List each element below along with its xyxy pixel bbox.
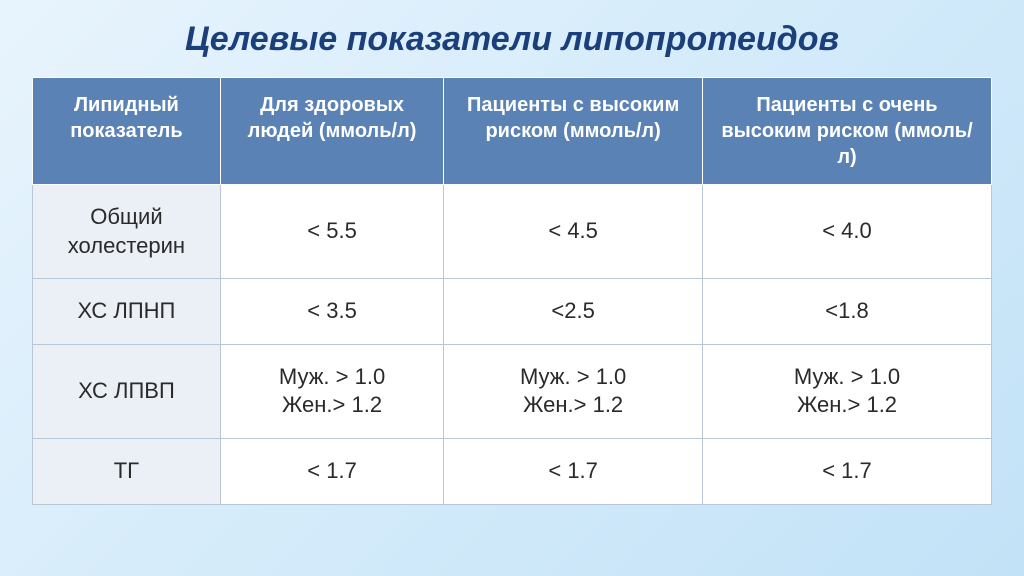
row-label: Общий холестерин	[33, 185, 221, 279]
table-row: ХС ЛПВП Муж. > 1.0 Жен.> 1.2 Муж. > 1.0 …	[33, 344, 992, 438]
cell-healthy: < 5.5	[220, 185, 443, 279]
cell-healthy: Муж. > 1.0 Жен.> 1.2	[220, 344, 443, 438]
row-label: ТГ	[33, 438, 221, 504]
cell-veryhigh: Муж. > 1.0 Жен.> 1.2	[703, 344, 992, 438]
col-header-indicator: Липидный показатель	[33, 78, 221, 185]
cell-veryhigh: < 1.7	[703, 438, 992, 504]
lipid-table: Липидный показатель Для здоровых людей (…	[32, 77, 992, 505]
col-header-high: Пациенты с высоким риском (ммоль/л)	[444, 78, 703, 185]
col-header-veryhigh: Пациенты с очень высоким риском (ммоль/л…	[703, 78, 992, 185]
table-row: ТГ < 1.7 < 1.7 < 1.7	[33, 438, 992, 504]
table-header-row: Липидный показатель Для здоровых людей (…	[33, 78, 992, 185]
cell-healthy: < 1.7	[220, 438, 443, 504]
table-row: ХС ЛПНП < 3.5 <2.5 <1.8	[33, 279, 992, 345]
row-label: ХС ЛПНП	[33, 279, 221, 345]
cell-veryhigh: < 4.0	[703, 185, 992, 279]
cell-high: < 1.7	[444, 438, 703, 504]
cell-high: < 4.5	[444, 185, 703, 279]
col-header-healthy: Для здоровых людей (ммоль/л)	[220, 78, 443, 185]
cell-veryhigh: <1.8	[703, 279, 992, 345]
cell-high: Муж. > 1.0 Жен.> 1.2	[444, 344, 703, 438]
page-title: Целевые показатели липопротеидов	[32, 20, 992, 59]
cell-healthy: < 3.5	[220, 279, 443, 345]
cell-high: <2.5	[444, 279, 703, 345]
table-row: Общий холестерин < 5.5 < 4.5 < 4.0	[33, 185, 992, 279]
row-label: ХС ЛПВП	[33, 344, 221, 438]
